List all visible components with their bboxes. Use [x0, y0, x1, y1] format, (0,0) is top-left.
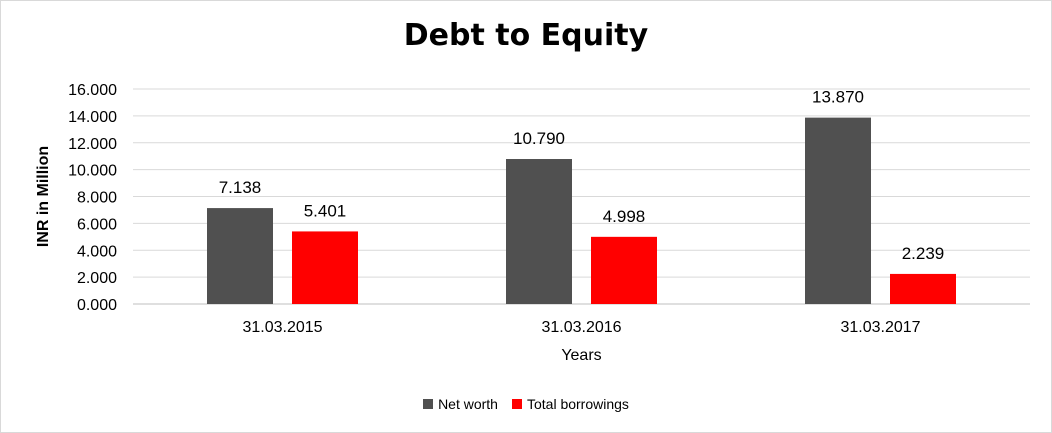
y-tick-label-1: 2.000: [77, 270, 117, 287]
data-label-net-worth-31-03-2016: 10.790: [513, 129, 565, 148]
data-label-total-borrowings-31-03-2017: 2.239: [902, 244, 945, 263]
legend-swatch-total-borrowings: [511, 399, 522, 409]
chart-title: Debt to Equity: [403, 18, 649, 53]
bar-total-borrowings-31-03-2015: [292, 231, 358, 304]
bar-total-borrowings-31-03-2016: [591, 236, 657, 304]
legend-item-total-borrowings: Total borrowings: [511, 396, 629, 412]
bar-net-worth-31-03-2016: [506, 159, 572, 304]
y-tick-label-0: 0.000: [77, 297, 117, 314]
data-label-total-borrowings-31-03-2016: 4.998: [603, 207, 646, 226]
x-tick-label-2: 31.03.2017: [840, 319, 920, 336]
legend-label-net-worth: Net worth: [438, 396, 498, 412]
y-tick-label-5: 10.000: [68, 163, 117, 180]
x-tick-label-0: 31.03.2015: [242, 319, 322, 336]
bar-net-worth-31-03-2017: [805, 117, 871, 304]
legend: Net worth Total borrowings: [0, 396, 1052, 412]
legend-label-total-borrowings: Total borrowings: [526, 396, 629, 412]
legend-swatch-net-worth: [423, 399, 434, 409]
y-tick-label-3: 6.000: [77, 216, 117, 233]
y-tick-label-7: 14.000: [68, 109, 117, 126]
x-axis-title: Years: [561, 347, 601, 364]
bar-net-worth-31-03-2015: [207, 208, 273, 304]
y-tick-label-4: 8.000: [77, 190, 117, 207]
y-tick-label-2: 4.000: [77, 243, 117, 260]
data-label-net-worth-31-03-2017: 13.870: [812, 88, 864, 107]
bar-total-borrowings-31-03-2017: [890, 273, 956, 304]
x-tick-label-1: 31.03.2016: [541, 319, 621, 336]
y-tick-label-6: 12.000: [68, 136, 117, 153]
legend-item-net-worth: Net worth: [423, 396, 498, 412]
data-label-total-borrowings-31-03-2015: 5.401: [304, 201, 347, 220]
y-axis-title: INR in Million: [35, 146, 52, 247]
y-tick-label-8: 16.000: [68, 82, 117, 99]
data-label-net-worth-31-03-2015: 7.138: [219, 178, 262, 197]
